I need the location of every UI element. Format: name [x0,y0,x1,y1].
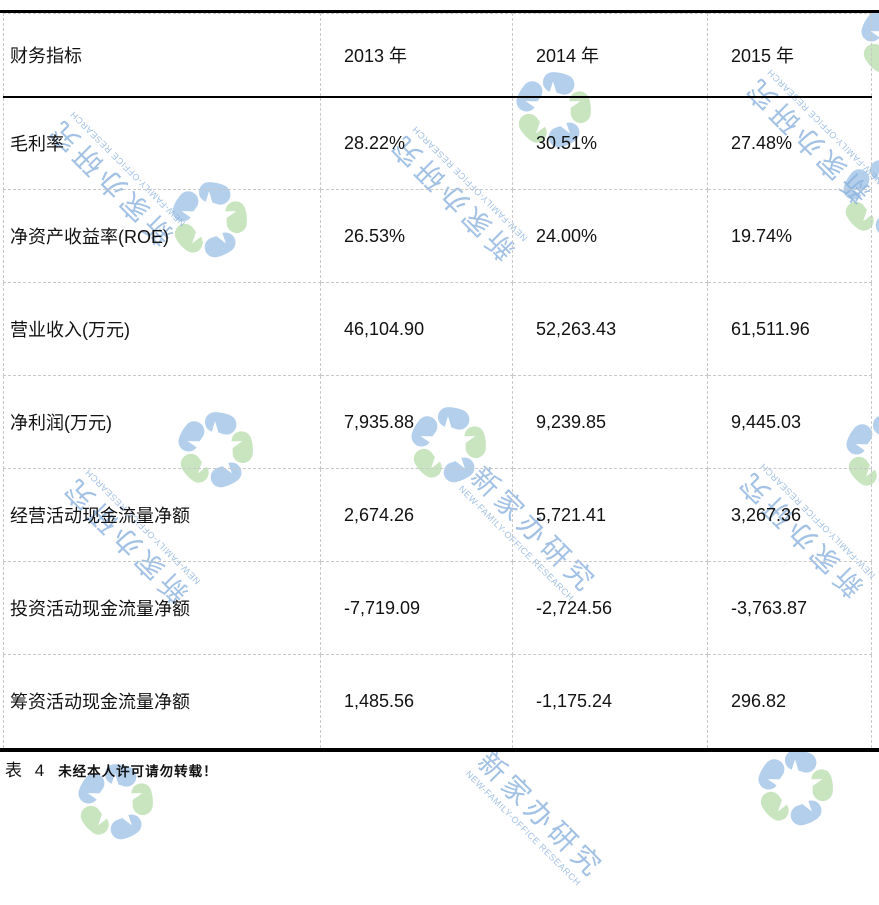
row-label: 营业收入(万元) [3,282,321,376]
cell-value: 26.53% [320,189,513,283]
table-row: 筹资活动现金流量净额 1,485.56 -1,175.24 296.82 [3,654,872,748]
cell-value: 9,239.85 [512,375,708,469]
table-body: 毛利率 28.22% 30.51% 27.48% 净资产收益率(ROE) 26.… [3,96,872,748]
financial-indicators-table: 财务指标 2013 年 2014 年 2015 年 毛利率 28.22% 30.… [3,13,872,748]
watermark-en: NEW-FAMILY-OFFICE RESEARCH [463,768,583,888]
table-header: 财务指标 2013 年 2014 年 2015 年 [3,13,872,98]
cell-value: 3,267.36 [707,468,872,562]
cell-value: -1,175.24 [512,654,708,748]
cell-value: -2,724.56 [512,561,708,655]
cell-value: 28.22% [320,96,513,190]
header-cell-2015: 2015 年 [707,13,872,98]
cell-value: 5,721.41 [512,468,708,562]
cell-value: 2,674.26 [320,468,513,562]
row-label: 经营活动现金流量净额 [3,468,321,562]
row-label: 净利润(万元) [3,375,321,469]
table-row: 毛利率 28.22% 30.51% 27.48% [3,96,872,190]
table-top-rule [0,10,879,13]
table-row: 净资产收益率(ROE) 26.53% 24.00% 19.74% [3,189,872,283]
header-cell-2014: 2014 年 [512,13,708,98]
cell-value: 7,935.88 [320,375,513,469]
row-label: 净资产收益率(ROE) [3,189,321,283]
cell-value: 24.00% [512,189,708,283]
cell-value: 19.74% [707,189,872,283]
header-cell-2013: 2013 年 [320,13,513,98]
document-page: 财务指标 2013 年 2014 年 2015 年 毛利率 28.22% 30.… [0,10,879,781]
table-row: 净利润(万元) 7,935.88 9,239.85 9,445.03 [3,375,872,469]
table-row: 经营活动现金流量净额 2,674.26 5,721.41 3,267.36 [3,468,872,562]
table-caption: 表 4 未经本人许可请勿转载！ [5,756,218,781]
cell-value: 61,511.96 [707,282,872,376]
table-bottom-rule [0,748,879,752]
caption-notice: 未经本人许可请勿转载！ [58,764,218,779]
caption-number: 表 4 [5,761,49,780]
cell-value: 30.51% [512,96,708,190]
cell-value: 296.82 [707,654,872,748]
table-row: 投资活动现金流量净额 -7,719.09 -2,724.56 -3,763.87 [3,561,872,655]
table-row: 营业收入(万元) 46,104.90 52,263.43 61,511.96 [3,282,872,376]
row-label: 投资活动现金流量净额 [3,561,321,655]
row-label: 毛利率 [3,96,321,190]
cell-value: 9,445.03 [707,375,872,469]
cell-value: 1,485.56 [320,654,513,748]
cell-value: 52,263.43 [512,282,708,376]
cell-value: -7,719.09 [320,561,513,655]
cell-value: 46,104.90 [320,282,513,376]
cell-value: 27.48% [707,96,872,190]
header-cell-indicator: 财务指标 [3,13,321,98]
row-label: 筹资活动现金流量净额 [3,654,321,748]
header-row: 财务指标 2013 年 2014 年 2015 年 [3,13,872,98]
cell-value: -3,763.87 [707,561,872,655]
